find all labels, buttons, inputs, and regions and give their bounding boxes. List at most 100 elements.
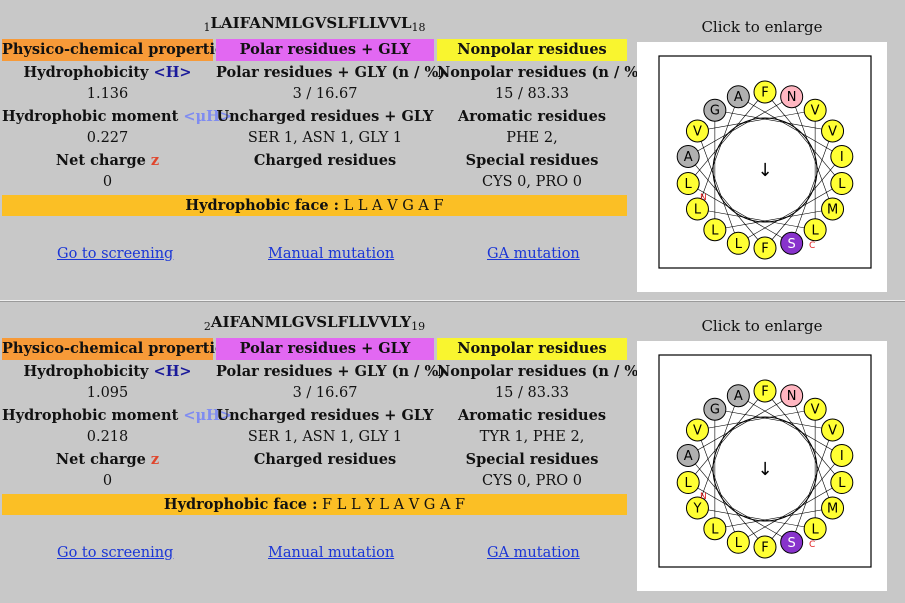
residue-f-node: F xyxy=(753,379,777,403)
residue-letter: N xyxy=(787,389,797,404)
wheel-connector xyxy=(687,455,766,548)
residue-l-node: L xyxy=(726,530,750,554)
residue-v-node: V xyxy=(803,98,827,122)
net-charge-value: 0 xyxy=(102,174,113,190)
go-to-screening-link[interactable]: Go to screening xyxy=(57,545,174,561)
wheel-connector xyxy=(764,156,843,249)
wheel-connector xyxy=(791,130,833,244)
net-charge-value: 0 xyxy=(102,473,113,489)
wheel-frame xyxy=(658,55,872,269)
residue-g-node: G xyxy=(703,98,727,122)
ga-mutation-link[interactable]: GA mutation xyxy=(487,246,580,262)
peptide-panel-2: 2AIFANMLGVSLFLLVVLY19 Physico-chemical p… xyxy=(0,299,905,598)
residue-circle xyxy=(803,517,827,541)
hydrophobicity-label: Hydrophobicity <H> xyxy=(23,63,192,81)
residue-i-node: I xyxy=(830,443,854,467)
residue-i-node: I xyxy=(830,144,854,168)
residue-circle xyxy=(726,530,750,554)
charged-label: Charged residues xyxy=(253,151,397,169)
residue-letter: L xyxy=(694,203,702,218)
residue-circle xyxy=(676,443,700,467)
c-terminus-label: C xyxy=(809,540,815,550)
hydrophobicity-label: Hydrophobicity <H> xyxy=(23,362,192,380)
click-to-enlarge-label: Click to enlarge xyxy=(701,317,823,335)
moment-value: 0.218 xyxy=(86,429,129,445)
residue-letter: A xyxy=(734,90,743,105)
residue-circle xyxy=(726,231,750,255)
residue-letter: I xyxy=(840,449,844,464)
residue-circle xyxy=(676,144,700,168)
hydrophobic-face-value: F L L Y L A V G A F xyxy=(322,497,466,513)
residue-circle xyxy=(753,236,777,260)
residue-l-node: L xyxy=(676,172,700,196)
wheel-connector xyxy=(738,395,842,456)
special-label: Special residues xyxy=(465,450,599,468)
sequence-text: LAIFANMLGVSLFLLVVL xyxy=(210,14,412,32)
hydrophobic-face-bar: Hydrophobic face : L L A V G A F xyxy=(2,195,627,216)
hydrophobicity-symbol: <H> xyxy=(153,63,192,81)
wheel-connector xyxy=(714,208,833,231)
hydrophobic-face-value: L L A V G A F xyxy=(343,198,444,214)
aromatic-value: TYR 1, PHE 2, xyxy=(479,429,585,445)
residue-letter: F xyxy=(761,541,768,556)
sequence-text: AIFANMLGVSLFLLVVLY xyxy=(210,313,412,331)
residue-letter: L xyxy=(735,237,743,252)
wheel-connector xyxy=(688,482,792,543)
manual-mutation-link[interactable]: Manual mutation xyxy=(268,246,395,262)
go-to-screening-link[interactable]: Go to screening xyxy=(57,246,174,262)
residue-circle xyxy=(780,384,804,408)
table-row: Hydrophobic moment <μH> Uncharged residu… xyxy=(2,404,627,426)
residue-n-node: N xyxy=(780,85,804,109)
residue-f-node: F xyxy=(753,236,777,260)
residue-m-node: M xyxy=(821,197,845,221)
residue-letter: L xyxy=(812,223,820,238)
residue-f-node: F xyxy=(753,535,777,559)
residue-v-node: V xyxy=(685,418,709,442)
ga-mutation-link[interactable]: GA mutation xyxy=(487,545,580,561)
residue-letter: V xyxy=(828,125,837,140)
aromatic-label: Aromatic residues xyxy=(458,406,606,424)
properties-table: Physico-chemical properties Polar residu… xyxy=(2,39,645,216)
residue-circle xyxy=(753,379,777,403)
manual-mutation-link[interactable]: Manual mutation xyxy=(268,545,395,561)
header-physico: Physico-chemical properties xyxy=(2,338,232,360)
wheel-connector xyxy=(697,109,816,132)
residue-circle xyxy=(830,443,854,467)
wheel-core xyxy=(712,416,818,522)
peptide-sequence-title: 2AIFANMLGVSLFLLVVLY19 xyxy=(2,313,627,333)
moment-arrow-icon: ↓ xyxy=(757,459,772,480)
residue-letter: A xyxy=(684,150,693,165)
residue-circle xyxy=(803,218,827,242)
residue-letter: Y xyxy=(692,502,701,517)
residue-letter: L xyxy=(735,536,743,551)
table-row: Hydrophobicity <H> Polar residues + GLY … xyxy=(2,61,645,83)
wheel-connector xyxy=(714,109,833,132)
residue-letter: G xyxy=(710,104,720,119)
residue-letter: L xyxy=(812,522,820,537)
residue-letter: S xyxy=(788,536,796,551)
table-header-row: Physico-chemical properties Polar residu… xyxy=(2,39,627,61)
net-charge-label: Net charge z xyxy=(55,450,160,468)
header-nonpolar: Nonpolar residues xyxy=(437,338,627,360)
residue-circle xyxy=(676,471,700,495)
sequence-start-index: 2 xyxy=(203,320,211,333)
hydrophobicity-value: 1.136 xyxy=(86,86,129,102)
wheel-connector xyxy=(688,183,792,244)
helical-wheel[interactable]: A F N V V I L M L S F L L Y L A V G ↓ N C xyxy=(637,341,887,591)
hydrophobic-face-label: Hydrophobic face : xyxy=(185,197,339,214)
table-row: Net charge z Charged residues Special re… xyxy=(2,448,627,470)
helical-wheel[interactable]: A F N V V I L M L S F L L L L A V G ↓ N C xyxy=(637,42,887,292)
table-row: 1.136 3 / 16.67 15 / 83.33 xyxy=(2,83,627,105)
residue-letter: L xyxy=(838,177,846,192)
special-label: Special residues xyxy=(465,151,599,169)
residue-l-node: L xyxy=(726,231,750,255)
residue-circle xyxy=(685,418,709,442)
residue-a-node: A xyxy=(726,85,750,109)
table-row: 0.218 SER 1, ASN 1, GLY 1 TYR 1, PHE 2, xyxy=(2,426,627,448)
residue-circle xyxy=(830,172,854,196)
residue-f-node: F xyxy=(753,80,777,104)
wheel-connector xyxy=(738,183,842,244)
residue-a-node: A xyxy=(726,384,750,408)
